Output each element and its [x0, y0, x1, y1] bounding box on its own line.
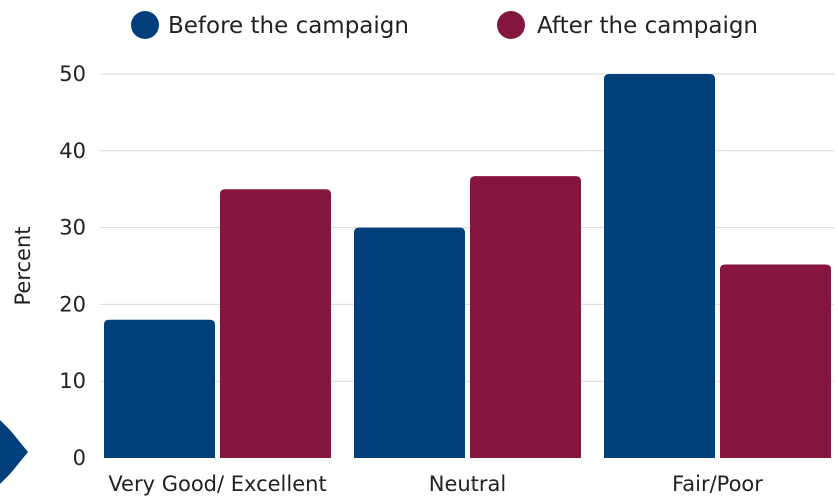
y-tick-label: 20: [59, 292, 86, 316]
x-category-label: Very Good/ Excellent: [108, 472, 326, 496]
y-tick-label: 10: [59, 369, 86, 393]
decorative-chevron-shape: [0, 420, 28, 484]
bars: [104, 74, 831, 459]
legend: Before the campaign After the campaign: [131, 11, 758, 39]
x-category-label: Fair/Poor: [672, 472, 763, 496]
x-axis-categories: Very Good/ Excellent Neutral Fair/Poor: [108, 472, 763, 496]
y-tick-label: 30: [59, 216, 86, 240]
y-axis-title: Percent: [11, 226, 35, 305]
x-category-label: Neutral: [429, 472, 507, 496]
y-tick-label: 0: [73, 446, 86, 470]
bar: [604, 74, 715, 458]
bar: [104, 319, 215, 458]
legend-label: Before the campaign: [168, 13, 409, 39]
y-tick-label: 50: [59, 62, 86, 86]
bar: [720, 264, 831, 458]
y-axis-ticks: 0 10 20 30 40 50: [59, 62, 86, 470]
legend-marker: [131, 11, 159, 39]
bar: [354, 227, 465, 458]
y-tick-label: 40: [59, 139, 86, 163]
legend-marker: [497, 11, 525, 39]
bar: [220, 189, 331, 458]
bar: [470, 176, 581, 459]
legend-label: After the campaign: [537, 13, 758, 39]
